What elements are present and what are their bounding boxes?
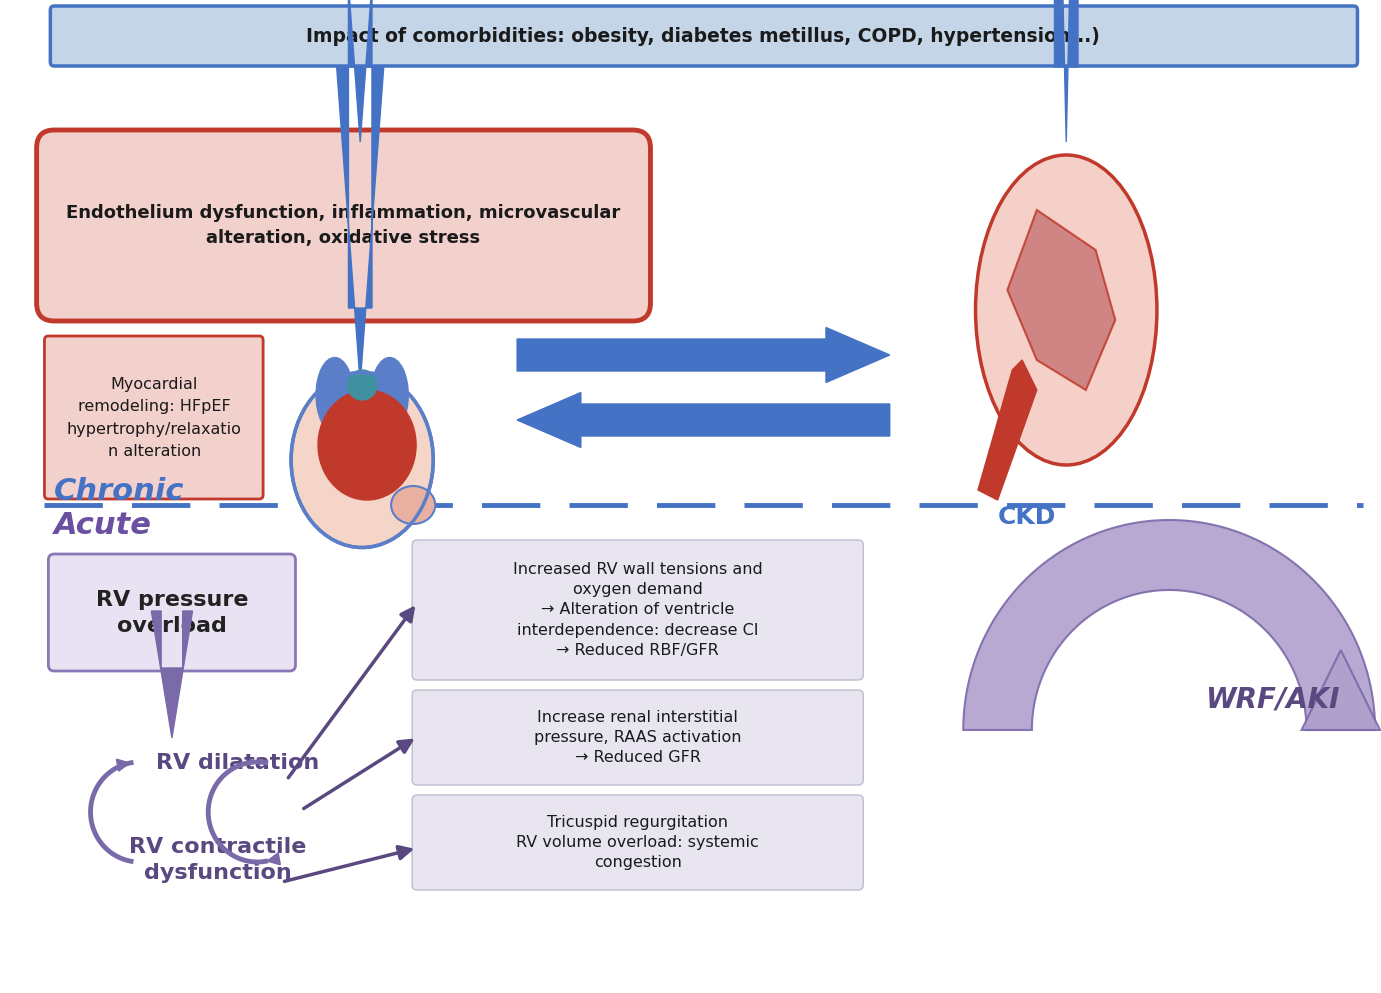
FancyBboxPatch shape bbox=[37, 130, 650, 321]
Ellipse shape bbox=[391, 486, 435, 524]
FancyBboxPatch shape bbox=[50, 6, 1358, 66]
FancyBboxPatch shape bbox=[412, 540, 863, 680]
Ellipse shape bbox=[318, 390, 416, 500]
Ellipse shape bbox=[371, 357, 409, 433]
Text: RV pressure
overload: RV pressure overload bbox=[95, 590, 249, 637]
Text: WRF/AKI: WRF/AKI bbox=[1204, 686, 1340, 714]
Polygon shape bbox=[516, 328, 889, 382]
Ellipse shape bbox=[323, 380, 402, 440]
FancyBboxPatch shape bbox=[412, 795, 863, 890]
Text: Chronic: Chronic bbox=[54, 478, 185, 506]
Text: Impact of comorbidities: obesity, diabetes metillus, COPD, hypertension...): Impact of comorbidities: obesity, diabet… bbox=[307, 27, 1101, 46]
Text: RV contractile
dysfunction: RV contractile dysfunction bbox=[130, 837, 307, 883]
Text: Tricuspid regurgitation
RV volume overload: systemic
congestion: Tricuspid regurgitation RV volume overlo… bbox=[516, 814, 760, 871]
FancyBboxPatch shape bbox=[412, 690, 863, 785]
Text: Myocardial
remodeling: HFpEF
hypertrophy/relaxatio
n alteration: Myocardial remodeling: HFpEF hypertrophy… bbox=[66, 377, 242, 459]
Polygon shape bbox=[152, 611, 192, 738]
Polygon shape bbox=[337, 67, 384, 383]
FancyBboxPatch shape bbox=[44, 336, 264, 499]
Text: Increase renal interstitial
pressure, RAAS activation
→ Reduced GFR: Increase renal interstitial pressure, RA… bbox=[534, 710, 742, 766]
Polygon shape bbox=[516, 392, 889, 448]
Polygon shape bbox=[978, 360, 1037, 500]
Polygon shape bbox=[1043, 0, 1090, 142]
Text: CKD: CKD bbox=[998, 505, 1056, 529]
Ellipse shape bbox=[316, 357, 354, 433]
Text: Increased RV wall tensions and
oxygen demand
→ Alteration of ventricle
interdepe: Increased RV wall tensions and oxygen de… bbox=[512, 562, 762, 658]
Text: Acute: Acute bbox=[54, 510, 152, 539]
Polygon shape bbox=[337, 0, 384, 142]
Text: Endothelium dysfunction, inflammation, microvascular
alteration, oxidative stres: Endothelium dysfunction, inflammation, m… bbox=[66, 205, 620, 247]
Ellipse shape bbox=[348, 370, 377, 400]
Ellipse shape bbox=[291, 372, 434, 547]
Polygon shape bbox=[1301, 650, 1380, 730]
Polygon shape bbox=[1007, 210, 1116, 390]
Text: RV dilatation: RV dilatation bbox=[156, 753, 319, 773]
FancyBboxPatch shape bbox=[48, 554, 296, 671]
Ellipse shape bbox=[975, 155, 1157, 465]
Polygon shape bbox=[964, 520, 1375, 730]
